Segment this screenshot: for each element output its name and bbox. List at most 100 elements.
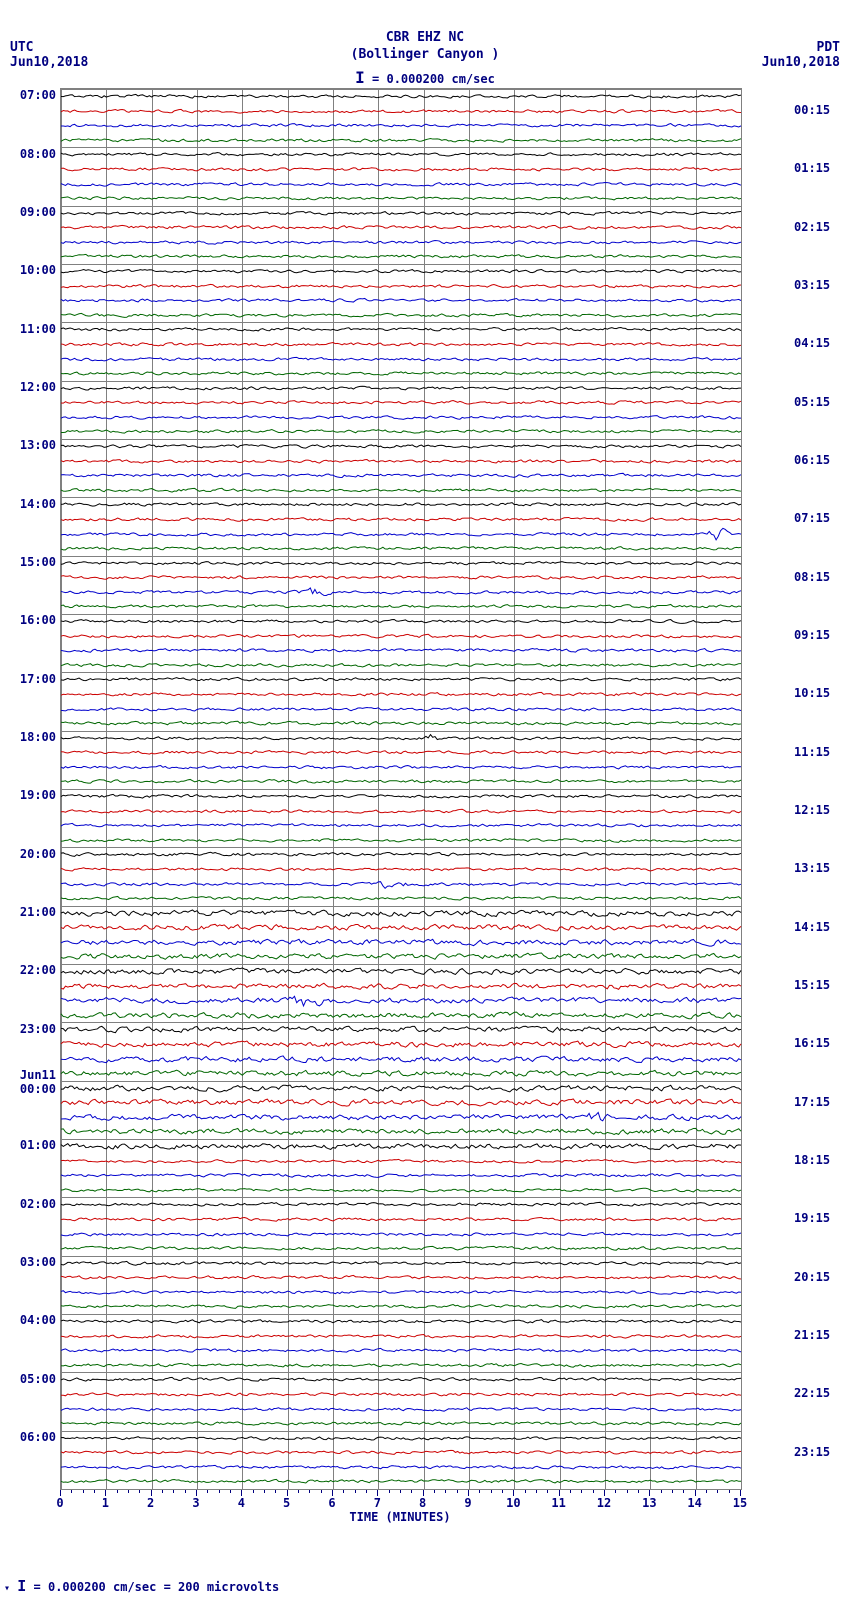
trace-row bbox=[61, 293, 741, 308]
trace-row bbox=[61, 979, 741, 994]
trace-row bbox=[61, 716, 741, 731]
trace-row bbox=[61, 789, 741, 804]
trace-row bbox=[61, 702, 741, 717]
trace-row bbox=[61, 672, 741, 687]
x-tick-label: 9 bbox=[464, 1496, 471, 1510]
left-time-label: 04:00 bbox=[20, 1313, 56, 1327]
x-axis-label: TIME (MINUTES) bbox=[60, 1510, 740, 1524]
left-time-label: 08:00 bbox=[20, 147, 56, 161]
trace-row bbox=[61, 352, 741, 367]
right-time-label: 19:15 bbox=[794, 1211, 830, 1225]
trace-row bbox=[61, 497, 741, 512]
x-tick-label: 14 bbox=[687, 1496, 701, 1510]
left-time-label: 15:00 bbox=[20, 555, 56, 569]
trace-row bbox=[61, 337, 741, 352]
trace-row bbox=[61, 1387, 741, 1402]
right-time-label: 03:15 bbox=[794, 278, 830, 292]
footer-scale-text: = 0.000200 cm/sec = 200 microvolts bbox=[34, 1580, 280, 1594]
tz-right-date: Jun10,2018 bbox=[762, 55, 840, 70]
trace-row bbox=[61, 1358, 741, 1373]
trace-row bbox=[61, 1445, 741, 1460]
x-tick-label: 4 bbox=[238, 1496, 245, 1510]
trace-row bbox=[61, 322, 741, 337]
left-time-label: 00:00 bbox=[20, 1082, 56, 1096]
tz-right-name: PDT bbox=[762, 40, 840, 55]
right-time-label: 13:15 bbox=[794, 861, 830, 875]
right-time-label: 17:15 bbox=[794, 1095, 830, 1109]
right-time-label: 15:15 bbox=[794, 978, 830, 992]
trace-row bbox=[61, 1270, 741, 1285]
right-time-label: 05:15 bbox=[794, 395, 830, 409]
trace-row bbox=[61, 177, 741, 192]
trace-row bbox=[61, 264, 741, 279]
trace-row bbox=[61, 847, 741, 862]
footer-scale: ▾ I = 0.000200 cm/sec = 200 microvolts bbox=[4, 1577, 279, 1595]
x-tick-label: 8 bbox=[419, 1496, 426, 1510]
right-time-label: 18:15 bbox=[794, 1153, 830, 1167]
trace-row bbox=[61, 570, 741, 585]
x-tick-label: 6 bbox=[328, 1496, 335, 1510]
trace-row bbox=[61, 1022, 741, 1037]
tz-left-name: UTC bbox=[10, 40, 88, 55]
trace-row bbox=[61, 468, 741, 483]
trace-row bbox=[61, 877, 741, 892]
trace-row bbox=[61, 1212, 741, 1227]
trace-row bbox=[61, 1008, 741, 1023]
trace-row bbox=[61, 1227, 741, 1242]
right-time-label: 23:15 bbox=[794, 1445, 830, 1459]
trace-row bbox=[61, 191, 741, 206]
left-time-label: 11:00 bbox=[20, 322, 56, 336]
seismogram-container: CBR EHZ NC (Bollinger Canyon ) I = 0.000… bbox=[0, 0, 850, 1613]
trace-row bbox=[61, 235, 741, 250]
trace-row bbox=[61, 556, 741, 571]
trace-row bbox=[61, 527, 741, 542]
trace-row bbox=[61, 1139, 741, 1154]
right-time-label: 20:15 bbox=[794, 1270, 830, 1284]
trace-row bbox=[61, 147, 741, 162]
left-time-label: Jun11 bbox=[20, 1068, 56, 1082]
scale-bar-label: = 0.000200 cm/sec bbox=[372, 72, 495, 86]
trace-row bbox=[61, 1197, 741, 1212]
trace-row bbox=[61, 424, 741, 439]
trace-row bbox=[61, 658, 741, 673]
trace-row bbox=[61, 964, 741, 979]
scale-bar-icon: I bbox=[355, 68, 365, 87]
right-time-label: 16:15 bbox=[794, 1036, 830, 1050]
right-time-label: 04:15 bbox=[794, 336, 830, 350]
trace-row bbox=[61, 1183, 741, 1198]
trace-row bbox=[61, 1110, 741, 1125]
left-time-label: 03:00 bbox=[20, 1255, 56, 1269]
station-line: CBR EHZ NC bbox=[0, 30, 850, 47]
left-time-label: 14:00 bbox=[20, 497, 56, 511]
trace-row bbox=[61, 862, 741, 877]
trace-row bbox=[61, 162, 741, 177]
trace-row bbox=[61, 1154, 741, 1169]
trace-row bbox=[61, 89, 741, 104]
trace-row bbox=[61, 1431, 741, 1446]
right-time-label: 22:15 bbox=[794, 1386, 830, 1400]
trace-row bbox=[61, 1037, 741, 1052]
trace-row bbox=[61, 220, 741, 235]
trace-row bbox=[61, 891, 741, 906]
trace-row bbox=[61, 483, 741, 498]
location-line: (Bollinger Canyon ) bbox=[0, 47, 850, 64]
x-tick-label: 13 bbox=[642, 1496, 656, 1510]
left-time-label: 22:00 bbox=[20, 963, 56, 977]
trace-row bbox=[61, 920, 741, 935]
trace-row bbox=[61, 1081, 741, 1096]
x-tick-label: 3 bbox=[192, 1496, 199, 1510]
right-time-label: 11:15 bbox=[794, 745, 830, 759]
left-time-label: 21:00 bbox=[20, 905, 56, 919]
trace-row bbox=[61, 993, 741, 1008]
right-time-label: 01:15 bbox=[794, 161, 830, 175]
left-time-label: 13:00 bbox=[20, 438, 56, 452]
trace-row bbox=[61, 1416, 741, 1431]
x-tick-label: 1 bbox=[102, 1496, 109, 1510]
right-time-label: 00:15 bbox=[794, 103, 830, 117]
x-tick-label: 2 bbox=[147, 1496, 154, 1510]
trace-row bbox=[61, 104, 741, 119]
trace-row bbox=[61, 687, 741, 702]
left-time-labels: 07:0008:0009:0010:0011:0012:0013:0014:00… bbox=[10, 88, 58, 1488]
x-tick-label: 11 bbox=[551, 1496, 565, 1510]
trace-row bbox=[61, 249, 741, 264]
